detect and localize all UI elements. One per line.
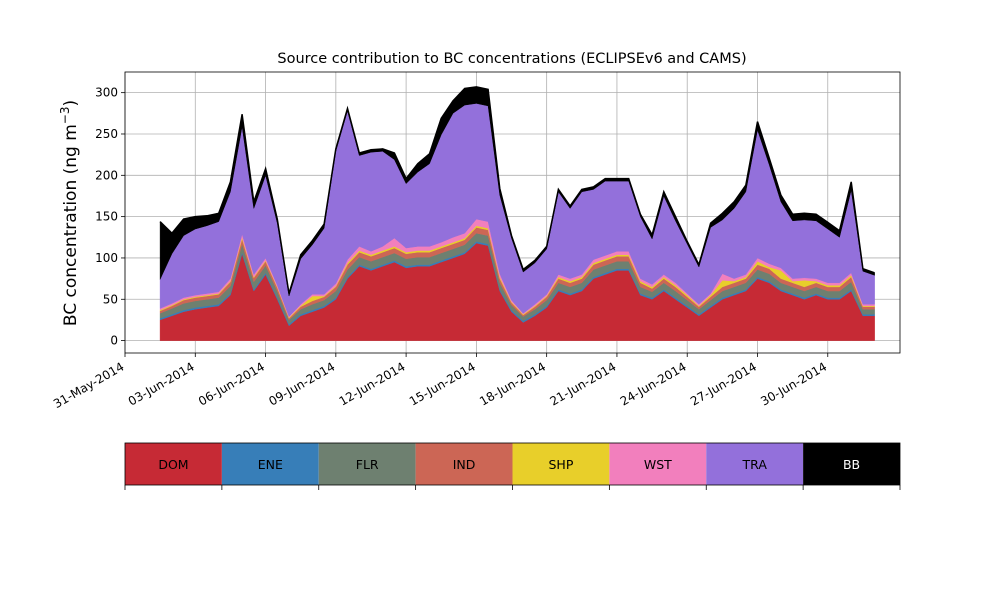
legend-swatch-shp — [512, 443, 610, 485]
stacked-areas — [159, 86, 875, 341]
legend-swatch-wst — [609, 443, 707, 485]
legend-frame — [124, 442, 901, 486]
total-outline — [159, 86, 875, 294]
y-tick-label: 50 — [103, 292, 118, 306]
y-axis-label-exponent: −3 — [58, 106, 72, 124]
legend-swatch-flr — [318, 443, 416, 485]
y-axis-label-close: ) — [61, 100, 81, 107]
legend-swatch-dom — [125, 443, 222, 485]
y-tick-label: 100 — [95, 251, 118, 265]
legend-label-flr: FLR — [356, 457, 379, 472]
legend-colorbar: DOM ENE FLR IND SHP WST TRA BB — [124, 442, 901, 490]
y-tick-label: 150 — [95, 210, 118, 224]
y-tick-label: 200 — [95, 168, 118, 182]
legend-label-dom: DOM — [158, 457, 188, 472]
legend-swatch-ene — [221, 443, 319, 485]
y-axis-label: BC concentration (ng m−3) — [58, 100, 81, 326]
legend-label-tra: TRA — [742, 457, 768, 472]
y-axis-label-main: BC concentration (ng m — [61, 124, 81, 326]
legend-label-ene: ENE — [258, 457, 283, 472]
plot-frame — [124, 71, 901, 354]
y-tick-label: 300 — [95, 86, 118, 100]
chart-title: Source contribution to BC concentrations… — [277, 51, 746, 67]
legend-label-bb: BB — [843, 457, 860, 472]
legend-label-ind: IND — [453, 457, 476, 472]
legend-swatch-tra — [706, 443, 804, 485]
legend-swatch-ind — [415, 443, 513, 485]
y-tick-label: 250 — [95, 127, 118, 141]
legend-label-wst: WST — [644, 457, 672, 472]
legend-swatch-bb — [803, 443, 900, 485]
y-tick-label: 0 — [110, 334, 118, 348]
legend-label-shp: SHP — [549, 457, 574, 472]
